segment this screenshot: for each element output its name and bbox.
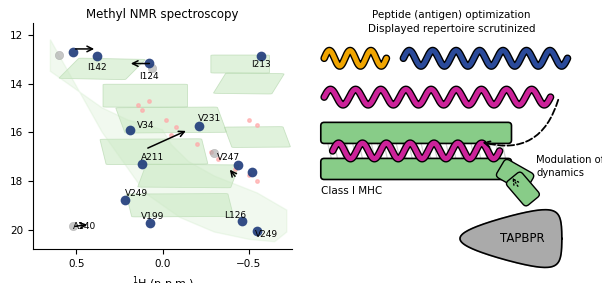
Text: Peptide (antigen) optimization: Peptide (antigen) optimization [372,10,531,20]
Text: V247: V247 [217,153,240,162]
FancyBboxPatch shape [59,58,145,80]
Text: Displayed repertoire scrutinized: Displayed repertoire scrutinized [368,23,535,34]
Text: I142: I142 [87,63,107,72]
FancyBboxPatch shape [126,194,234,217]
X-axis label: $^{1}$H (p.p.m.): $^{1}$H (p.p.m.) [132,274,193,283]
FancyBboxPatch shape [103,84,188,107]
Text: I124: I124 [139,72,158,81]
Text: V34: V34 [137,121,154,130]
FancyBboxPatch shape [100,139,208,164]
Text: L126: L126 [224,211,246,220]
FancyBboxPatch shape [214,73,284,94]
Text: I213: I213 [251,59,271,68]
Title: Methyl NMR spectroscopy: Methyl NMR spectroscopy [86,8,239,22]
Text: V249: V249 [255,230,278,239]
Polygon shape [51,40,287,242]
Text: Modulation of
dynamics: Modulation of dynamics [536,155,602,178]
Text: V249: V249 [125,189,148,198]
Text: V199: V199 [140,212,164,221]
Text: A140: A140 [73,222,96,231]
Text: TAPBPR: TAPBPR [500,232,545,245]
Polygon shape [460,210,562,267]
FancyBboxPatch shape [321,122,512,143]
FancyBboxPatch shape [225,127,290,147]
FancyBboxPatch shape [321,158,512,179]
FancyBboxPatch shape [506,172,539,206]
FancyBboxPatch shape [116,107,226,133]
FancyBboxPatch shape [497,159,534,192]
Y-axis label: $^{13}$C (p.p.m.): $^{13}$C (p.p.m.) [0,103,5,169]
Text: A211: A211 [140,153,164,162]
Text: Class I MHC: Class I MHC [321,186,383,196]
Text: V231: V231 [197,114,221,123]
FancyBboxPatch shape [211,55,270,73]
FancyBboxPatch shape [138,164,239,188]
